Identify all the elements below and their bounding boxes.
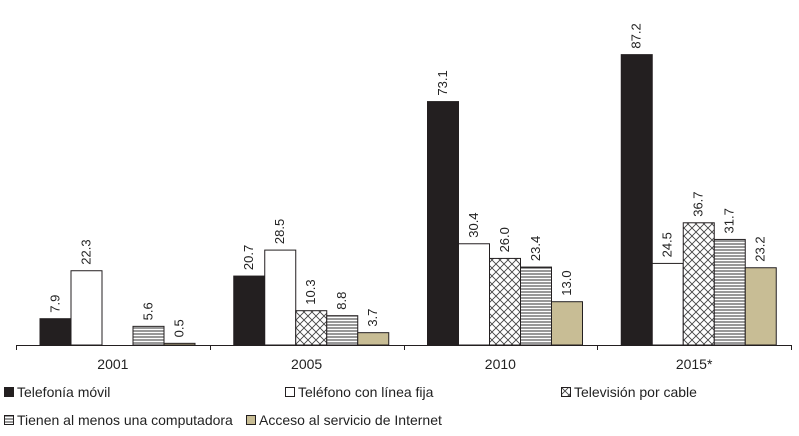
legend-item-telefonia-movil: Telefonía móvil	[4, 384, 110, 400]
bar	[744, 267, 777, 346]
bar	[233, 275, 266, 346]
data-label: 8.8	[334, 292, 349, 310]
bars-layer	[39, 54, 777, 346]
legend-item-television-cable: Televisión por cable	[561, 384, 697, 400]
data-label: 23.4	[528, 236, 543, 261]
legend-label: Acceso al servicio de Internet	[259, 412, 442, 428]
legend-swatch-hlines	[4, 415, 14, 425]
legend-item-internet: Acceso al servicio de Internet	[246, 412, 442, 428]
bar	[713, 238, 746, 346]
x-tick-label: 2010	[485, 356, 516, 372]
legend-swatch-crosshatch	[561, 387, 571, 397]
legend-swatch-white	[285, 387, 295, 397]
data-label: 31.7	[722, 208, 737, 233]
bar	[682, 222, 715, 346]
data-label: 5.6	[141, 302, 156, 320]
bar	[620, 54, 653, 346]
data-label: 28.5	[272, 219, 287, 244]
legend-item-computadora: Tienen al menos una computadora	[4, 412, 233, 428]
data-label: 0.5	[172, 319, 187, 337]
bar	[163, 342, 196, 346]
data-label: 26.0	[497, 227, 512, 252]
bar	[427, 101, 459, 346]
data-label: 13.0	[559, 270, 574, 295]
bar	[132, 325, 165, 346]
x-tick-label: 2005	[291, 356, 322, 372]
x-axis: 2001 2005 2010 2015*	[16, 345, 792, 372]
bar	[551, 301, 583, 346]
bar	[489, 257, 521, 346]
legend-item-telefono-linea-fija: Teléfono con línea fija	[285, 384, 433, 400]
bar	[357, 332, 390, 346]
x-tick-label: 2015*	[676, 356, 713, 372]
legend-label: Televisión por cable	[574, 384, 697, 400]
bar	[520, 266, 552, 346]
data-label: 7.9	[48, 295, 63, 313]
data-label: 20.7	[241, 245, 256, 270]
data-label: 24.5	[660, 232, 675, 257]
data-labels-layer: 7.9 22.3 5.6 0.5 20.7 28.5 10.3 8.8 3.7 73.1 30.4 2…	[48, 23, 768, 337]
bar	[39, 318, 72, 346]
legend-swatch-solid-black	[4, 387, 14, 397]
data-label: 22.3	[79, 239, 94, 264]
data-label: 73.1	[435, 70, 450, 95]
bar	[70, 270, 103, 346]
data-label: 3.7	[365, 309, 380, 327]
bar	[295, 310, 328, 346]
legend-swatch-tan	[246, 415, 256, 425]
legend-label: Teléfono con línea fija	[298, 384, 434, 400]
data-label: 36.7	[691, 191, 706, 216]
bar	[651, 262, 684, 346]
data-label: 87.2	[629, 23, 644, 48]
data-label: 10.3	[303, 279, 318, 304]
data-label: 23.2	[753, 236, 768, 261]
legend-label: Telefonía móvil	[17, 384, 111, 400]
data-label: 30.4	[466, 212, 481, 237]
bar	[458, 243, 490, 346]
bar	[264, 249, 297, 346]
bar	[326, 315, 359, 346]
legend-label: Tienen al menos una computadora	[17, 412, 233, 428]
x-tick-label: 2001	[97, 356, 128, 372]
